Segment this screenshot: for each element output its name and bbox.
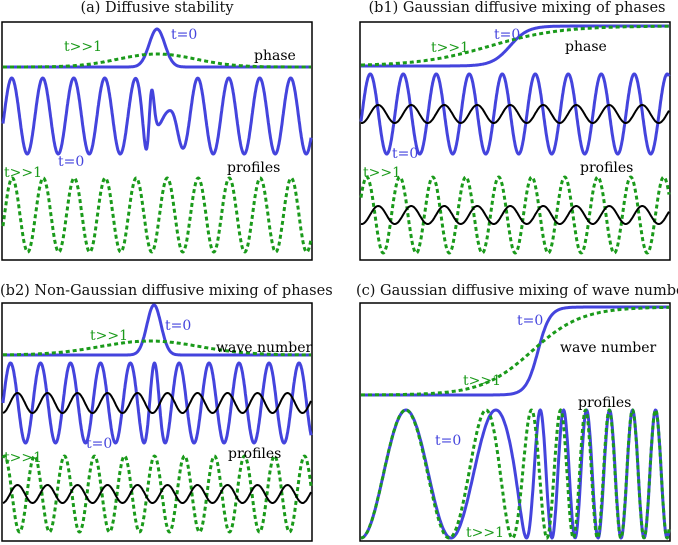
panel-b2-title: (b2) Non-Gaussian diffusive mixing of ph… [0,283,333,299]
panel-a-label-profiles: profiles [227,160,280,176]
panel-c-label-profiles: profiles [578,395,631,411]
panel-b2-profile-late [1,454,313,534]
panel-b1-phase-late [360,24,670,67]
panel-b2-label-blue: t=0 [165,318,191,334]
panel-a-label-quantity: phase [254,48,296,64]
panel-b2-wavenumber-initial [2,303,312,357]
panel-b1-label-profiles: profiles [580,160,633,176]
panel-b2-frame [1,302,313,542]
panel-a-phase-late [2,52,312,69]
panel-a-label-green: t>>1 [64,39,102,55]
panel-a-label-green2: t>>1 [4,165,42,181]
panel-c-label-blue2: t=0 [435,433,461,449]
panel-b1-frame [359,21,671,261]
panel-b1-label-blue2: t=0 [392,146,418,162]
curve-layer [1,24,671,540]
panel-b2-label-quantity: wave number [216,340,313,356]
panel-a-label-blue2: t=0 [58,154,84,170]
panel-c-wavenumber-late [360,305,670,397]
panel-b1-profile-mean [360,104,670,124]
panel-b2-label-profiles: profiles [228,446,281,462]
panel-b1-profile-late [359,175,671,255]
panel-b1-label-green: t>>1 [431,40,469,56]
panel-a-profile-initial [1,76,313,156]
panel-b2-label-blue2: t=0 [86,436,112,452]
panel-c-label-quantity: wave number [560,340,657,356]
panel-b1-label-green2: t>>1 [363,165,401,181]
panel-b2-profile-mean [2,392,312,414]
panel-c-frame [359,302,671,542]
panel-b2-profile-initial [1,361,313,445]
panel-b1-label-blue: t=0 [494,27,520,43]
panel-a-title: (a) Diffusive stability [80,0,234,16]
panel-c-label-blue: t=0 [517,313,543,329]
panel-a-profile-late [1,176,313,254]
panel-c-profile-late [360,408,671,540]
panel-b1-profile-late-mean [360,205,670,225]
panel-b2-label-green: t>>1 [90,328,128,344]
panel-a-label-blue: t=0 [171,27,197,43]
panel-c-label-green: t>>1 [463,373,501,389]
panel-b1-profile-initial [359,72,671,156]
panel-b1-label-quantity: phase [565,39,607,55]
panel-b2-profile-late-mean [2,484,312,504]
panel-b2-label-green2: t>>1 [4,450,42,466]
panel-b1-title: (b1) Gaussian diffusive mixing of phases [368,0,666,16]
panel-c-label-green2: t>>1 [466,525,504,541]
panel-b2-wavenumber-late [2,339,312,357]
panel-c-title: (c) Gaussian diffusive mixing of wave nu… [356,283,678,299]
